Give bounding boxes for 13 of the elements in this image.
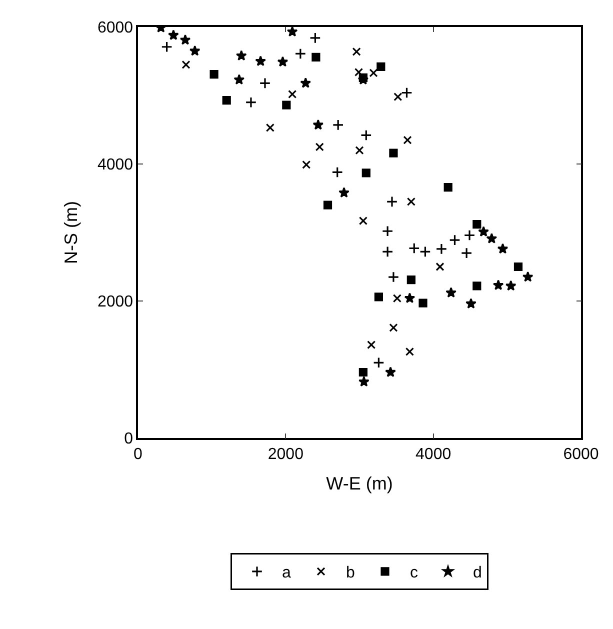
legend-label: d: [473, 564, 482, 582]
y-tick-label: 0: [124, 430, 134, 448]
x-tick-label: 2000: [268, 446, 304, 463]
x-tick-label: 6000: [563, 446, 599, 463]
x-tick-label: 4000: [416, 446, 452, 463]
legend-label: b: [346, 564, 355, 582]
legend-label: c: [410, 564, 418, 582]
y-axis-title: N-S (m): [61, 201, 82, 264]
y-tick-label: 6000: [97, 20, 134, 37]
y-tick-label: 4000: [97, 156, 134, 174]
legend-label: a: [282, 564, 291, 582]
y-tick-label: 2000: [97, 294, 134, 311]
x-axis-title: W-E (m): [326, 474, 393, 494]
